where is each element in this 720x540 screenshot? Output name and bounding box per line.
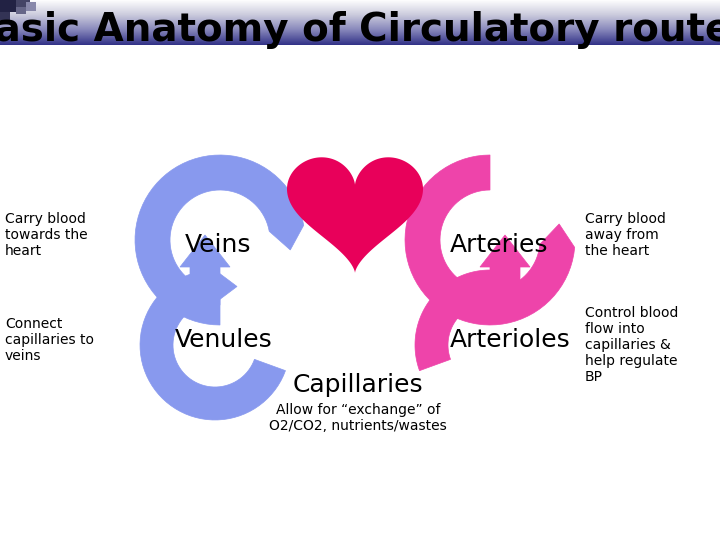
Text: Allow for “exchange” of
O2/CO2, nutrients/wastes: Allow for “exchange” of O2/CO2, nutrient… bbox=[269, 403, 447, 433]
Bar bbox=[0, 0, 720, 1]
Bar bbox=[0, 14, 720, 15]
Bar bbox=[0, 16, 720, 17]
Polygon shape bbox=[405, 155, 575, 325]
Bar bbox=[0, 25, 720, 26]
Text: Arterioles: Arterioles bbox=[450, 328, 571, 352]
Bar bbox=[0, 32, 720, 33]
Bar bbox=[0, 8, 720, 9]
Bar bbox=[0, 24, 720, 25]
Bar bbox=[16, 0, 30, 7]
Bar bbox=[0, 21, 720, 22]
Bar bbox=[0, 38, 720, 39]
Bar bbox=[0, 36, 720, 37]
Bar bbox=[0, 6, 720, 7]
Bar bbox=[0, 33, 720, 34]
Bar bbox=[0, 31, 720, 32]
Bar bbox=[0, 9, 720, 10]
Bar bbox=[0, 23, 720, 24]
Bar bbox=[0, 22, 720, 23]
Bar bbox=[0, 28, 720, 29]
Bar bbox=[0, 12, 720, 13]
Bar bbox=[0, 30, 720, 31]
Bar bbox=[0, 20, 720, 21]
Polygon shape bbox=[140, 270, 285, 420]
Bar bbox=[0, 35, 720, 36]
Bar bbox=[0, 29, 720, 30]
Bar bbox=[0, 3, 720, 4]
Bar bbox=[0, 2, 720, 3]
Text: Veins: Veins bbox=[185, 233, 251, 257]
Bar bbox=[0, 42, 720, 43]
Bar bbox=[0, 10, 720, 11]
Bar bbox=[0, 4, 720, 5]
Text: Connect
capillaries to
veins: Connect capillaries to veins bbox=[5, 317, 94, 363]
Text: Carry blood
towards the
heart: Carry blood towards the heart bbox=[5, 212, 88, 258]
Bar bbox=[0, 37, 720, 38]
Polygon shape bbox=[415, 270, 512, 370]
Bar bbox=[0, 17, 720, 18]
Polygon shape bbox=[180, 235, 230, 305]
Bar bbox=[0, 0, 16, 12]
Polygon shape bbox=[287, 157, 423, 273]
Bar bbox=[0, 18, 720, 19]
Bar bbox=[0, 15, 720, 16]
Text: Carry blood
away from
the heart: Carry blood away from the heart bbox=[585, 212, 666, 258]
Bar bbox=[16, 7, 26, 14]
Bar bbox=[0, 7, 720, 8]
Bar bbox=[0, 27, 720, 28]
Bar bbox=[0, 13, 720, 14]
Bar bbox=[0, 43, 720, 44]
Text: Venules: Venules bbox=[175, 328, 273, 352]
Bar bbox=[0, 34, 720, 35]
Text: Control blood
flow into
capillaries &
help regulate
BP: Control blood flow into capillaries & he… bbox=[585, 306, 678, 384]
Bar bbox=[0, 11, 720, 12]
Text: Capillaries: Capillaries bbox=[293, 373, 423, 397]
Bar bbox=[0, 39, 720, 40]
Polygon shape bbox=[480, 235, 530, 305]
Bar bbox=[0, 26, 720, 27]
Bar bbox=[0, 44, 720, 45]
Bar bbox=[0, 40, 720, 41]
Bar bbox=[0, 41, 720, 42]
Bar bbox=[0, 5, 720, 6]
Bar bbox=[0, 19, 720, 20]
Bar bbox=[26, 2, 36, 11]
Bar bbox=[0, 1, 720, 2]
Text: Basic Anatomy of Circulatory routes: Basic Anatomy of Circulatory routes bbox=[0, 11, 720, 49]
Bar bbox=[0, 12, 10, 20]
Text: Arteries: Arteries bbox=[450, 233, 549, 257]
Polygon shape bbox=[135, 155, 304, 325]
